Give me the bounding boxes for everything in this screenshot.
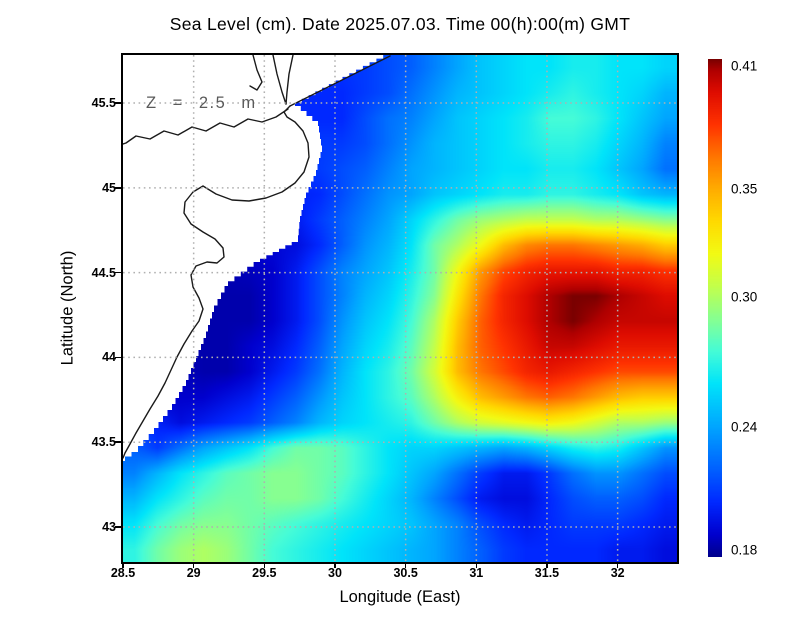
x-tick-mark	[546, 562, 548, 568]
y-tick-label: 45	[102, 180, 116, 195]
x-tick-mark	[404, 562, 407, 568]
y-tick-mark	[115, 102, 121, 104]
chart-title: Sea Level (cm). Date 2025.07.03. Time 00…	[169, 14, 631, 34]
colorbar-tick-label: 0.24	[731, 419, 758, 435]
x-tick-label: 31	[469, 566, 484, 580]
y-tick-label: 44.5	[91, 265, 116, 280]
y-tick-mark	[115, 356, 121, 359]
x-axis-label: Longitude (East)	[339, 588, 461, 606]
x-tick-mark	[475, 562, 478, 568]
x-tick-mark	[334, 562, 336, 568]
x-tick-mark	[122, 562, 124, 568]
depth-annotation: Z = 2.5 m	[146, 94, 257, 112]
x-tick-mark	[192, 562, 195, 568]
y-tick-mark	[115, 187, 121, 189]
x-tick-label: 28.5	[110, 566, 136, 580]
y-tick-label: 43	[102, 520, 116, 535]
x-tick-mark	[263, 562, 266, 568]
colorbar-tick-label: 0.30	[731, 289, 758, 305]
x-tick-label: 31.5	[534, 566, 560, 580]
y-tick-label: 43.5	[91, 435, 116, 450]
x-tick-label: 29	[186, 566, 201, 580]
colorbar-tick-label: 0.41	[731, 58, 758, 74]
x-tick-label: 30	[328, 566, 342, 580]
x-tick-label: 29.5	[252, 566, 277, 580]
plot-frame	[121, 53, 679, 564]
colorbar-gradient	[708, 59, 722, 557]
y-tick-mark	[115, 271, 121, 274]
x-tick-mark	[616, 562, 619, 568]
y-tick-mark	[115, 526, 121, 528]
colorbar-tick-label: 0.35	[731, 181, 758, 197]
y-tick-label: 45.5	[91, 96, 116, 110]
x-tick-label: 32	[610, 566, 625, 580]
y-tick-mark	[115, 441, 121, 443]
colorbar-tick-label: 0.18	[731, 542, 758, 558]
x-tick-label: 30.5	[393, 566, 418, 580]
y-tick-label: 44	[102, 350, 116, 365]
